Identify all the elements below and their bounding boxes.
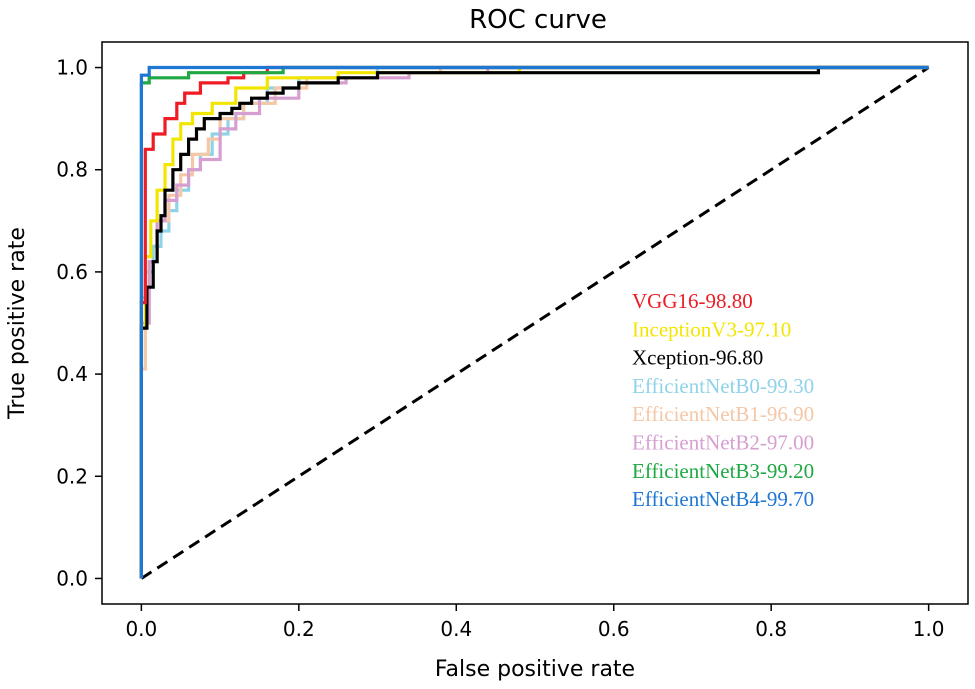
x-axis-label: False positive rate — [435, 657, 635, 682]
x-tick-label: 0.4 — [440, 617, 472, 641]
series-line-efficientnetb3 — [139, 65, 929, 579]
plot-frame — [101, 41, 969, 605]
legend-entry-xception: Xception-96.80 — [632, 346, 763, 370]
legend-entry-efficientnetb2: EfficientNetB2-97.00 — [632, 431, 814, 455]
reference-layer — [140, 66, 930, 580]
legend-entry-efficientnetb1: EfficientNetB1-96.90 — [632, 402, 814, 426]
y-axis: 0.0 0.2 0.4 0.6 0.8 1.0 — [56, 56, 102, 590]
x-tick-label: 0.8 — [755, 617, 787, 641]
y-tick-label: 0.2 — [56, 464, 88, 488]
y-tick-label: 0.8 — [56, 158, 88, 182]
legend: VGG16-98.80 InceptionV3-97.10 Xception-96.… — [632, 289, 814, 511]
plot-background — [102, 42, 968, 604]
x-axis: 0.0 0.2 0.4 0.6 0.8 1.0 — [125, 604, 945, 641]
x-tick-label: 1.0 — [913, 617, 945, 641]
series-layer — [139, 65, 929, 579]
y-tick-label: 1.0 — [56, 56, 88, 80]
chart-title: ROC curve — [469, 5, 607, 35]
series-line-inceptionv3 — [139, 65, 929, 579]
x-tick-label: 0.0 — [125, 617, 157, 641]
legend-entry-efficientnetb3: EfficientNetB3-99.20 — [632, 459, 814, 483]
chance-diagonal-line — [140, 66, 930, 580]
legend-entry-vgg16: VGG16-98.80 — [632, 289, 753, 313]
legend-entry-efficientnetb0: EfficientNetB0-99.30 — [632, 374, 814, 398]
legend-entry-inceptionv3: InceptionV3-97.10 — [632, 317, 791, 341]
y-tick-label: 0.4 — [56, 362, 88, 386]
y-tick-label: 0.6 — [56, 260, 88, 284]
series-line-xception — [139, 65, 929, 579]
y-tick-label: 0.0 — [56, 566, 88, 590]
y-axis-label: True positive rate — [5, 227, 30, 420]
x-tick-label: 0.2 — [283, 617, 315, 641]
plot-area — [101, 41, 969, 605]
series-line-vgg16 — [139, 65, 929, 579]
x-tick-label: 0.6 — [598, 617, 630, 641]
series-line-efficientnetb4 — [139, 65, 929, 579]
legend-entry-efficientnetb4: EfficientNetB4-99.70 — [632, 487, 814, 511]
